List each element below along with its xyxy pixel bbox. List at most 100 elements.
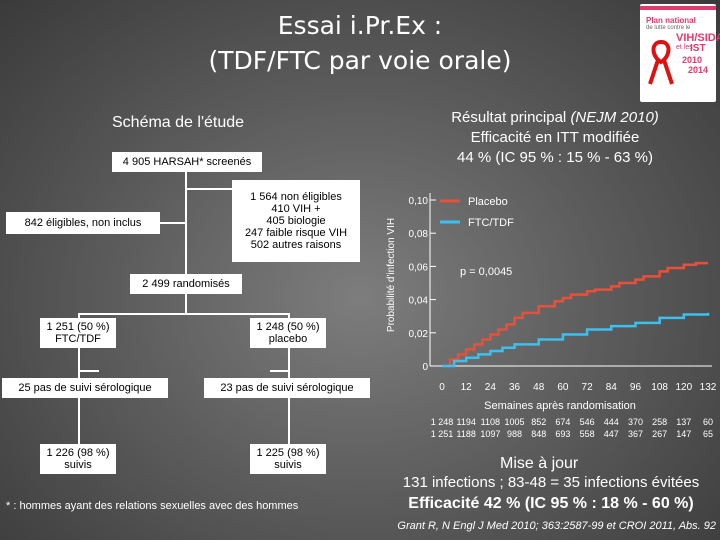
not-eligible-line2: 410 VIH + [271, 203, 321, 215]
result-line1-source: (NEJM 2010) [570, 109, 659, 126]
x-tick-label: 60 [557, 382, 569, 393]
followed-ftc-box: 1 226 (98 %) suivis [40, 444, 116, 474]
placebo-curve [442, 261, 708, 368]
at-risk-placebo-value: 137 [676, 417, 691, 427]
at-risk-ftc-value: 693 [555, 429, 570, 439]
at-risk-ftc-value: 1 251 [431, 429, 454, 439]
result-line1: Résultat principal (NEJM 2010) [420, 108, 690, 128]
logo-text-1: Plan national [646, 16, 696, 25]
footnote: * : hommes ayant des relations sexuelles… [6, 500, 299, 512]
x-axis-label: Semaines après randomisation [484, 400, 636, 412]
red-ribbon-icon [648, 39, 674, 85]
logo-years-1: 2010 [682, 55, 703, 65]
at-risk-ftc-value: 367 [628, 429, 643, 439]
y-tick-label: 0,02 [409, 329, 429, 340]
arm-placebo-line1: 1 248 (50 %) [256, 321, 320, 333]
legend-ftc-label: FTC/TDF [468, 217, 514, 229]
flow-line-rand-branch [78, 313, 290, 315]
result-line3: 44 % (IC 95 % : 15 % - 63 %) [457, 149, 653, 166]
p-value-annotation: p = 0,0045 [460, 266, 512, 278]
at-risk-ftc-value: 1188 [457, 429, 476, 439]
at-risk-placebo-value: 546 [580, 417, 595, 427]
result-line1-main: Résultat principal [451, 109, 571, 126]
followed-placebo-box: 1 225 (98 %) suivis [250, 444, 326, 474]
flow-line-to-placebo [288, 313, 290, 319]
lost-ftc-box: 25 pas de suivi sérologique [2, 378, 168, 398]
at-risk-ftc-value: 147 [676, 429, 691, 439]
flow-line-to-eligible [160, 222, 186, 224]
y-tick-label: 0 [422, 362, 428, 373]
at-risk-placebo-value: 1108 [481, 417, 500, 427]
arm-ftc-box: 1 251 (50 %) FTC/TDF [40, 318, 116, 348]
lost-placebo-text: 23 pas de suivi sérologique [220, 382, 354, 394]
at-risk-placebo-value: 444 [604, 417, 619, 427]
arm-placebo-box: 1 248 (50 %) placebo [250, 318, 326, 348]
not-eligible-line3: 405 biologie [266, 215, 326, 227]
flow-line-placebo-lost [270, 370, 289, 372]
update-line2: Efficacité 42 % (IC 95 % : 18 % - 60 %) [408, 495, 694, 512]
ftc-curve [442, 312, 710, 368]
x-tick-label: 48 [533, 382, 545, 393]
not-eligible-line5: 502 autres raisons [250, 239, 342, 251]
plan-national-logo: Plan national de lutte contre le VIH/SID… [640, 4, 720, 102]
logo-text-2: de lutte contre le [646, 25, 691, 31]
flow-line-to-ftc [78, 313, 80, 319]
lost-ftc-text: 25 pas de suivi sérologique [18, 382, 152, 394]
at-risk-placebo-value: 1194 [457, 417, 476, 427]
at-risk-placebo-value: 60 [703, 417, 713, 427]
screened-text: 4 905 HARSAH* screenés [122, 156, 252, 168]
at-risk-placebo-value: 258 [652, 417, 667, 427]
followed-placebo-line2: suivis [274, 459, 302, 471]
logo-years-2: 2014 [688, 65, 709, 75]
at-risk-ftc-value: 65 [703, 429, 713, 439]
flow-line-ftc-lost [79, 370, 99, 372]
x-tick-label: 0 [439, 382, 445, 393]
at-risk-ftc-value: 988 [507, 429, 522, 439]
x-tick-label: 24 [485, 382, 497, 393]
at-risk-ftc-value: 267 [652, 429, 667, 439]
at-risk-placebo-value: 852 [531, 417, 546, 427]
at-risk-placebo-value: 1005 [505, 417, 525, 427]
not-eligible-line1: 1 564 non éligibles [250, 191, 342, 203]
lost-placebo-box: 23 pas de suivi sérologique [204, 378, 370, 398]
schema-title: Schéma de l'étude [112, 114, 245, 131]
randomized-text: 2 499 randomisés [142, 278, 230, 290]
logo-text-5: IST [690, 43, 706, 54]
eligible-not-included-text: 842 éligibles, non inclus [24, 217, 142, 229]
at-risk-ftc-value: 1097 [480, 429, 500, 439]
result-summary: Résultat principal (NEJM 2010) Efficacit… [420, 108, 690, 168]
followed-ftc-line1: 1 226 (98 %) [46, 447, 110, 459]
at-risk-placebo-value: 370 [628, 417, 643, 427]
y-tick-label: 0,10 [409, 196, 429, 207]
x-tick-label: 108 [651, 382, 668, 393]
arm-placebo-line2: placebo [268, 333, 308, 345]
followed-ftc-line2: suivis [64, 459, 92, 471]
update-title: Mise à jour [500, 455, 579, 472]
y-tick-label: 0,06 [409, 262, 429, 273]
logo-text-3: VIH/SIDA [676, 32, 720, 44]
flow-line-to-noneligible [186, 188, 232, 190]
km-chart: Probabilité d'infection VIH 0 0,02 0,04 0,0… [386, 193, 717, 439]
arm-ftc-line2: FTC/TDF [55, 333, 101, 345]
arm-ftc-line1: 1 251 (50 %) [46, 321, 110, 333]
slide-title-line2: (TDF/FTC par voie orale) [208, 46, 512, 75]
flow-line-placebo-to-followed [288, 420, 290, 444]
at-risk-ftc-value: 558 [580, 429, 595, 439]
y-tick-label: 0,08 [409, 229, 429, 240]
eligible-not-included-box: 842 éligibles, non inclus [6, 212, 160, 234]
not-eligible-box: 1 564 non éligibles 410 VIH + 405 biolog… [232, 180, 360, 262]
y-tick-label: 0,04 [409, 296, 429, 307]
slide-title-line1: Essai i.Pr.Ex : [277, 11, 443, 40]
result-line2: Efficacité en ITT modifiée [470, 129, 640, 146]
followed-placebo-line1: 1 225 (98 %) [256, 447, 320, 459]
x-tick-label: 84 [606, 382, 618, 393]
logo-text-4: et les [676, 44, 693, 51]
at-risk-placebo-value: 1 248 [431, 417, 454, 427]
screened-box: 4 905 HARSAH* screenés [112, 152, 262, 172]
citation: Grant R, N Engl J Med 2010; 363:2587-99 … [397, 520, 716, 532]
x-tick-label: 72 [582, 382, 594, 393]
at-risk-ftc-value: 848 [531, 429, 546, 439]
flow-line-ftc-to-followed [78, 420, 80, 444]
flow-line-screen-down [185, 170, 187, 278]
slide-title: Essai i.Pr.Ex : (TDF/FTC par voie orale) [120, 8, 600, 78]
